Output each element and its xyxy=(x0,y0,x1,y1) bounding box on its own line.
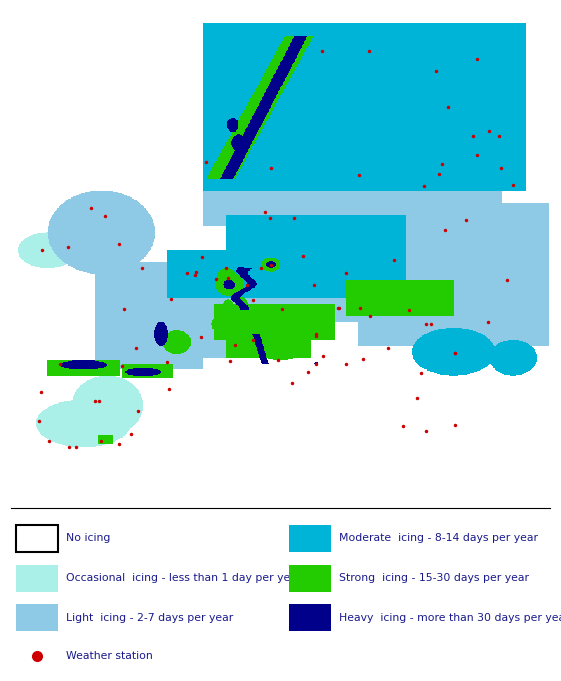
Text: Occasional  icing - less than 1 day per year: Occasional icing - less than 1 day per y… xyxy=(66,573,302,583)
Bar xyxy=(289,565,331,592)
Bar xyxy=(16,565,58,592)
Text: Light  icing - 2-7 days per year: Light icing - 2-7 days per year xyxy=(66,613,233,623)
Bar xyxy=(16,525,58,552)
Text: Moderate  icing - 8-14 days per year: Moderate icing - 8-14 days per year xyxy=(339,533,539,543)
Bar xyxy=(16,604,58,631)
Text: Weather station: Weather station xyxy=(66,651,153,661)
Text: Strong  icing - 15-30 days per year: Strong icing - 15-30 days per year xyxy=(339,573,530,583)
Bar xyxy=(289,525,331,552)
Bar xyxy=(289,604,331,631)
Text: Heavy  icing - more than 30 days per year: Heavy icing - more than 30 days per year xyxy=(339,613,561,623)
Text: No icing: No icing xyxy=(66,533,111,543)
